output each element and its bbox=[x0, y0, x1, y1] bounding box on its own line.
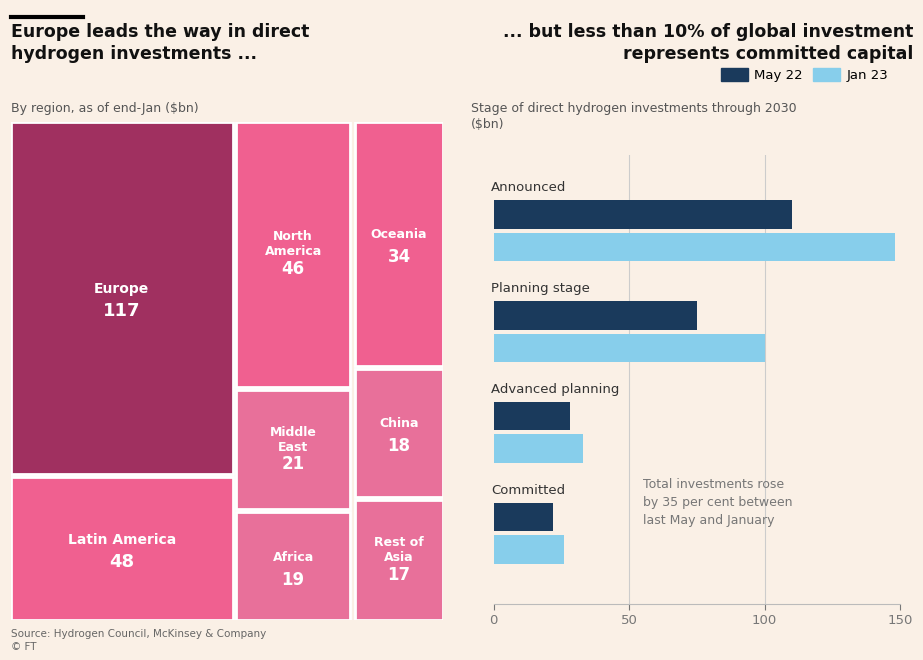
Text: North
America: North America bbox=[265, 230, 322, 259]
Text: 17: 17 bbox=[388, 566, 411, 584]
Text: Planning stage: Planning stage bbox=[491, 282, 590, 295]
Text: Advanced planning: Advanced planning bbox=[491, 383, 619, 396]
Text: Source: Hydrogen Council, McKinsey & Company
© FT: Source: Hydrogen Council, McKinsey & Com… bbox=[11, 629, 267, 652]
Text: Europe leads the way in direct
hydrogen investments ...: Europe leads the way in direct hydrogen … bbox=[11, 23, 309, 63]
Bar bbox=[494, 402, 569, 430]
Bar bbox=[355, 369, 443, 496]
Text: Africa: Africa bbox=[272, 551, 314, 564]
Bar bbox=[494, 535, 564, 564]
Bar bbox=[494, 503, 554, 531]
Bar bbox=[355, 500, 443, 620]
Bar bbox=[236, 512, 350, 620]
Text: Rest of
Asia: Rest of Asia bbox=[374, 536, 424, 564]
Text: Total investments rose
by 35 per cent between
last May and January: Total investments rose by 35 per cent be… bbox=[642, 478, 792, 527]
Text: 48: 48 bbox=[109, 553, 135, 571]
Text: Middle
East: Middle East bbox=[270, 426, 317, 453]
Text: 18: 18 bbox=[388, 437, 411, 455]
Text: Stage of direct hydrogen investments through 2030
($bn): Stage of direct hydrogen investments thr… bbox=[471, 102, 797, 131]
Text: 21: 21 bbox=[282, 455, 305, 473]
Bar bbox=[11, 477, 233, 620]
Text: 117: 117 bbox=[103, 302, 140, 321]
Bar bbox=[494, 333, 764, 362]
Text: 19: 19 bbox=[282, 571, 305, 589]
Text: China: China bbox=[379, 417, 419, 430]
Bar bbox=[494, 233, 894, 261]
Bar bbox=[355, 122, 443, 366]
Bar bbox=[494, 302, 697, 329]
Text: Latin America: Latin America bbox=[67, 533, 176, 546]
Text: Europe: Europe bbox=[94, 282, 150, 296]
Legend: May 22, Jan 23: May 22, Jan 23 bbox=[716, 63, 893, 87]
Text: Oceania: Oceania bbox=[371, 228, 427, 242]
Bar bbox=[236, 122, 350, 387]
Bar bbox=[11, 122, 233, 474]
Text: 46: 46 bbox=[282, 260, 305, 279]
Text: Committed: Committed bbox=[491, 484, 565, 497]
Text: Announced: Announced bbox=[491, 182, 567, 195]
Bar bbox=[494, 434, 583, 463]
Text: 34: 34 bbox=[388, 248, 411, 267]
Bar bbox=[494, 201, 792, 229]
Text: ... but less than 10% of global investment
represents committed capital: ... but less than 10% of global investme… bbox=[503, 23, 914, 63]
Bar bbox=[236, 389, 350, 510]
Text: By region, as of end-Jan ($bn): By region, as of end-Jan ($bn) bbox=[11, 102, 198, 115]
